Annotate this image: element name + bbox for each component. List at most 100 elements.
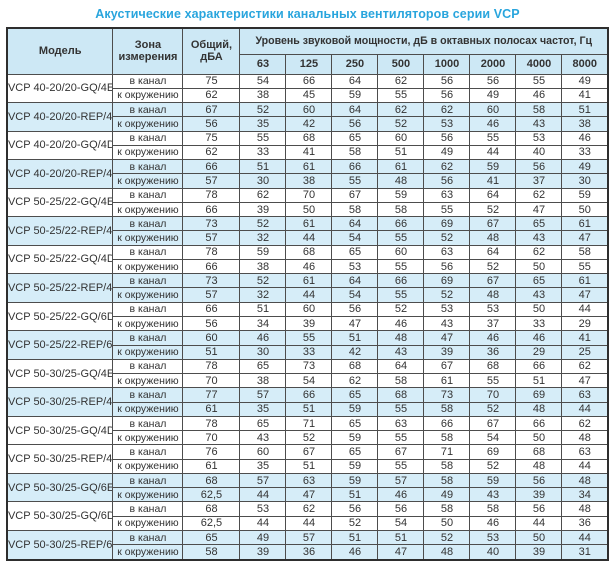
band-value-cell: 62 [377, 102, 425, 118]
band-value-cell: 44 [561, 529, 609, 546]
zone-cell: в канал [112, 387, 184, 403]
band-value-cell: 66 [423, 415, 471, 432]
band-value-cell: 55 [377, 230, 425, 246]
band-value-cell: 55 [377, 401, 425, 417]
zone-cell: к окружению [112, 401, 184, 417]
table-row: к окружению 51 30 33 42 43 39 36 29 25 [7, 344, 609, 360]
zone-cell: в канал [112, 301, 184, 318]
band-value-cell: 64 [331, 273, 379, 289]
band-value-cell: 29 [561, 316, 609, 332]
table-row: к окружению 57 32 44 54 55 52 48 43 47 [7, 287, 609, 303]
band-value-cell: 58 [423, 401, 471, 417]
band-value-cell: 33 [561, 144, 609, 161]
band-value-cell: 62 [515, 187, 563, 203]
band-value-cell: 57 [285, 529, 333, 546]
band-value-cell: 25 [561, 344, 609, 360]
band-value-cell: 51 [377, 144, 425, 161]
band-value-cell: 30 [239, 173, 287, 189]
band-value-cell: 39 [515, 544, 563, 561]
band-value-cell: 69 [423, 273, 471, 289]
band-value-cell: 38 [561, 116, 609, 132]
band-value-cell: 46 [285, 258, 333, 275]
band-value-cell: 61 [377, 159, 425, 175]
band-value-cell: 47 [331, 316, 379, 332]
zone-cell: в канал [112, 216, 184, 232]
total-dba-cell: 66 [182, 301, 241, 318]
band-value-cell: 61 [423, 373, 471, 389]
band-value-cell: 39 [423, 344, 471, 360]
sound-power-level-header: Уровень звуковой мощности, дБ в октавных… [239, 27, 609, 55]
band-value-cell: 33 [285, 344, 333, 360]
zone-cell: к окружению [112, 144, 184, 161]
band-value-cell: 40 [515, 144, 563, 161]
band-value-cell: 34 [239, 316, 287, 332]
band-value-cell: 56 [469, 73, 517, 89]
band-value-cell: 59 [469, 472, 517, 489]
band-value-cell: 66 [515, 415, 563, 432]
band-value-cell: 60 [239, 444, 287, 460]
band-value-cell: 46 [377, 316, 425, 332]
band-value-cell: 73 [423, 387, 471, 403]
table-row: VCP 50-25/22-GQ/6D в канал 66 51 60 56 52 53 53 5… [6, 301, 609, 332]
band-value-cell: 54 [331, 287, 379, 303]
band-value-cell: 44 [285, 515, 333, 532]
frequency-header: 125 [285, 53, 333, 75]
band-value-cell: 65 [331, 130, 379, 146]
band-value-cell: 39 [515, 487, 563, 503]
total-dba-cell: 60 [182, 330, 241, 346]
band-value-cell: 42 [285, 116, 333, 132]
band-value-cell: 47 [423, 330, 471, 346]
band-value-cell: 67 [469, 415, 517, 432]
zone-cell: к окружению [112, 458, 184, 474]
total-dba-cell: 67 [182, 102, 241, 118]
band-value-cell: 66 [515, 358, 563, 375]
band-value-cell: 43 [239, 430, 287, 446]
band-value-cell: 43 [423, 316, 471, 332]
band-value-cell: 58 [423, 430, 471, 446]
band-value-cell: 50 [515, 430, 563, 446]
band-value-cell: 45 [285, 87, 333, 104]
band-value-cell: 53 [239, 501, 287, 517]
band-value-cell: 56 [423, 73, 471, 89]
band-value-cell: 46 [469, 116, 517, 132]
zone-cell: к окружению [112, 515, 184, 532]
band-value-cell: 46 [515, 330, 563, 346]
total-dba-cell: 66 [182, 201, 241, 218]
frequency-header: 63 [239, 53, 287, 75]
total-dba-cell: 70 [182, 430, 241, 446]
band-value-cell: 46 [239, 330, 287, 346]
band-value-cell: 50 [515, 301, 563, 318]
band-value-cell: 57 [377, 472, 425, 489]
band-value-cell: 64 [377, 358, 425, 375]
band-value-cell: 73 [285, 358, 333, 375]
band-value-cell: 58 [515, 102, 563, 118]
model-cell: VCP 50-30/25-REP/4E [6, 387, 114, 417]
zone-cell: к окружению [112, 230, 184, 246]
band-value-cell: 65 [331, 244, 379, 260]
band-value-cell: 58 [331, 201, 379, 218]
table-row: к окружению 70 38 54 62 58 61 55 51 47 [7, 373, 609, 389]
zone-cell: в канал [112, 273, 184, 289]
acoustic-characteristics-table: Модель Зона измерения Общий, дБА Уровень… [5, 27, 610, 561]
band-value-cell: 68 [515, 444, 563, 460]
band-value-cell: 67 [285, 444, 333, 460]
band-value-cell: 54 [239, 73, 287, 89]
band-value-cell: 43 [515, 116, 563, 132]
band-value-cell: 59 [469, 159, 517, 175]
band-value-cell: 52 [469, 258, 517, 275]
band-value-cell: 64 [331, 73, 379, 89]
band-value-cell: 47 [561, 373, 609, 389]
band-value-cell: 62 [515, 244, 563, 260]
band-value-cell: 64 [331, 216, 379, 232]
zone-cell: к окружению [112, 201, 184, 218]
band-value-cell: 63 [423, 244, 471, 260]
table-row: VCP 40-20/20-GQ/4D в канал 75 55 68 65 60 56 55 5… [6, 130, 609, 161]
band-value-cell: 55 [469, 373, 517, 389]
band-value-cell: 41 [469, 173, 517, 189]
band-value-cell: 48 [515, 401, 563, 417]
band-value-cell: 35 [239, 458, 287, 474]
band-value-cell: 52 [469, 458, 517, 474]
table-row: VCP 50-25/22-REP/4E в канал 73 52 61 64 66 69 67… [6, 216, 609, 246]
band-value-cell: 68 [285, 130, 333, 146]
band-value-cell: 63 [561, 387, 609, 403]
